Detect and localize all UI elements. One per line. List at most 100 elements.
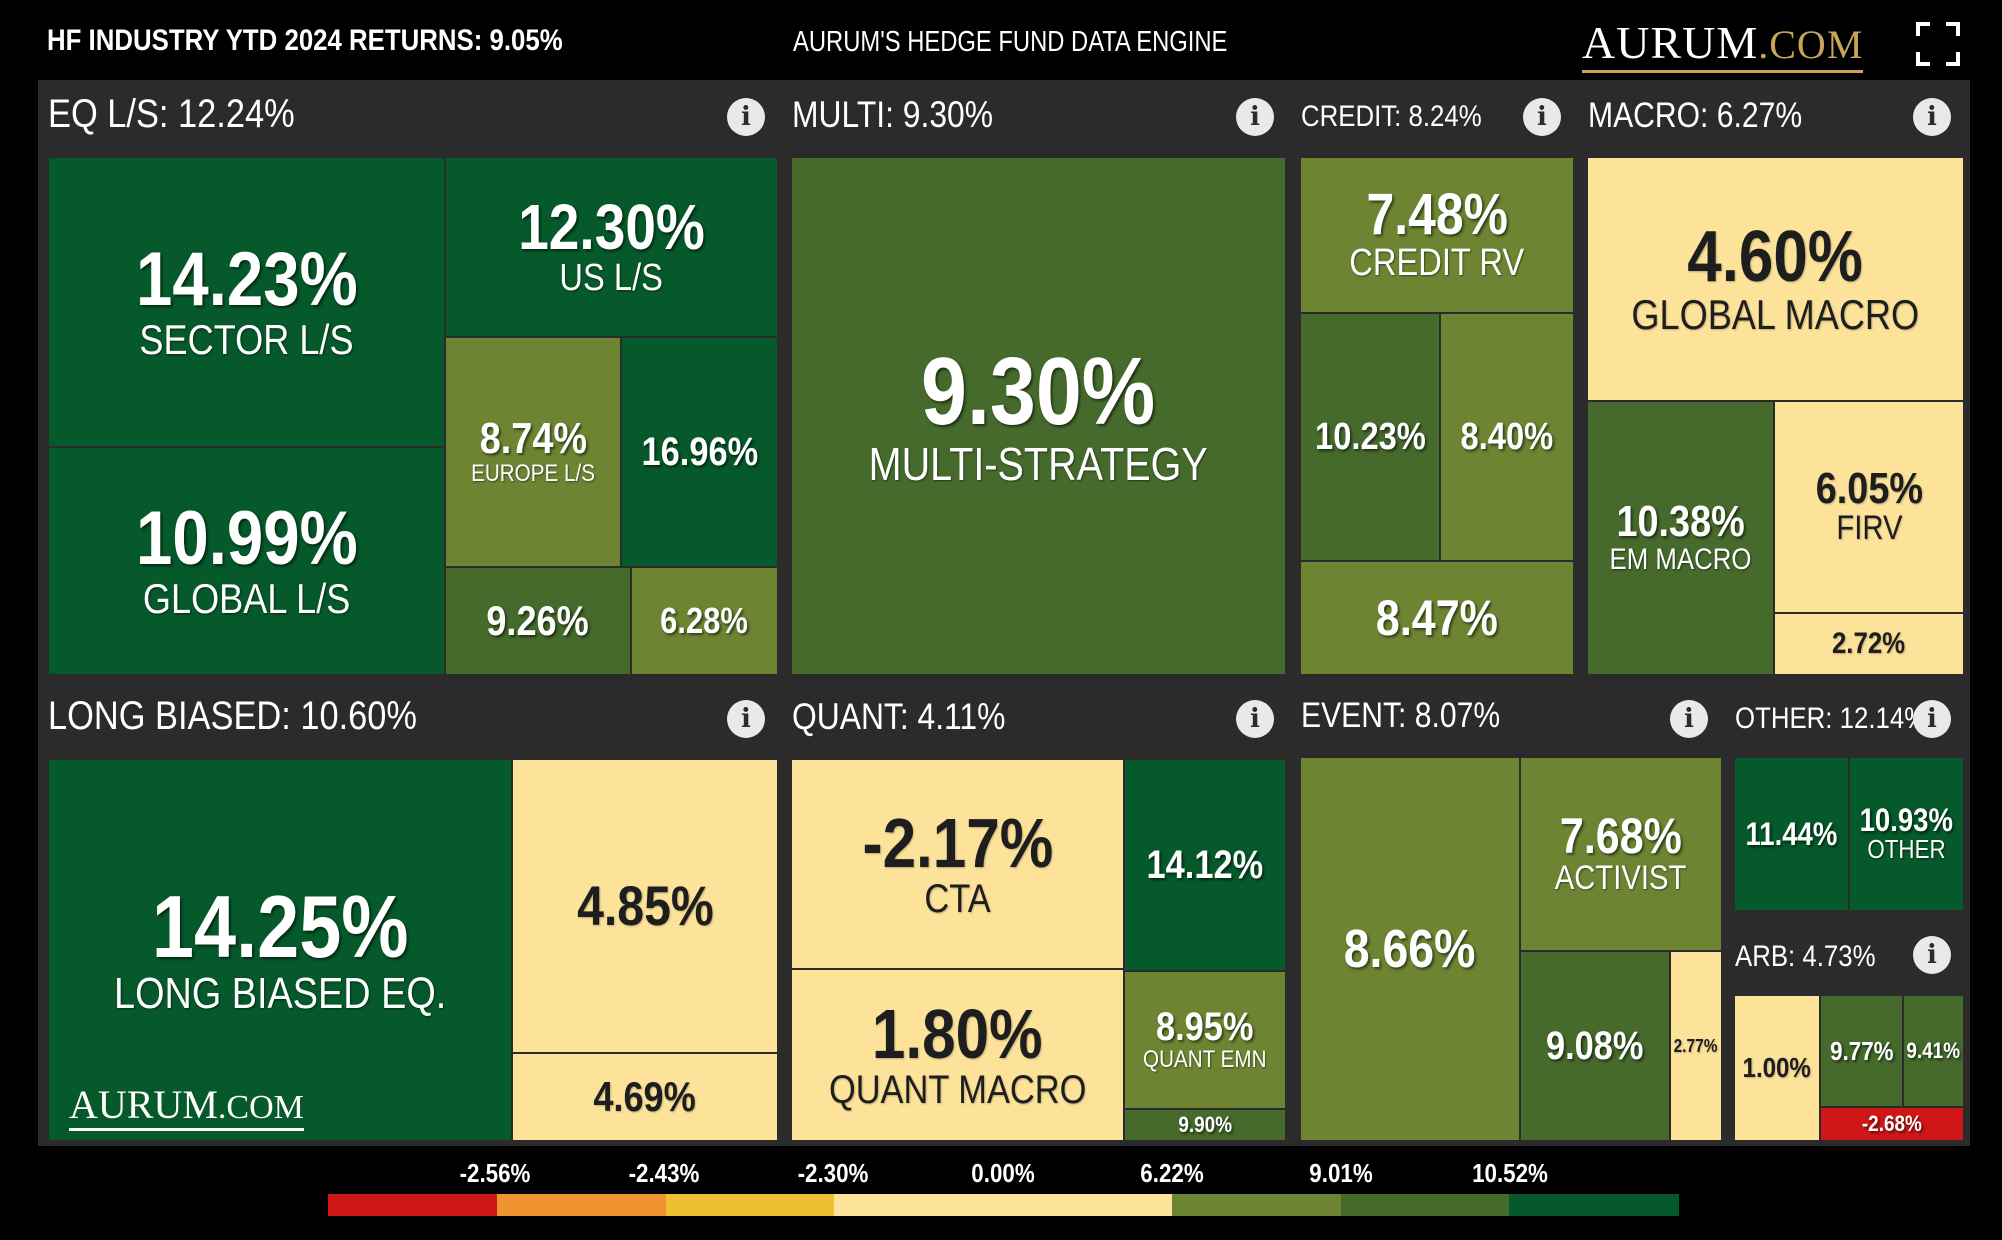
tile-label: GLOBAL MACRO [1631,290,1920,338]
watermark-domain: .COM [217,1089,304,1126]
legend-segment [1424,1194,1510,1216]
tile-value: 6.28% [660,600,749,641]
tile-quant-macro[interactable]: 1.80% QUANT MACRO [790,968,1125,1142]
logo-main: AURUM [1582,17,1759,68]
tile-global-macro[interactable]: 4.60% GLOBAL MACRO [1586,156,1965,402]
legend-segment [1087,1194,1173,1216]
legend-segment [1509,1194,1595,1216]
tile-label: CTA [924,877,991,921]
info-icon[interactable]: i [1913,98,1951,136]
tile-label: QUANT MACRO [828,1068,1087,1112]
tile-em-macro[interactable]: 10.38% EM MACRO [1586,400,1775,676]
tile-quant-other-1[interactable]: 14.12% [1123,758,1287,972]
tile-credit-rv[interactable]: 7.48% CREDIT RV [1299,156,1575,314]
tile-label: EUROPE L/S [471,460,595,488]
tile-value: 9.90% [1178,1112,1232,1137]
tile-firv[interactable]: 6.05% FIRV [1773,400,1965,614]
tile-quant-other-2[interactable]: 9.90% [1123,1108,1287,1142]
legend-threshold: 0.00% [971,1158,1035,1188]
tile-long-biased-other-1[interactable]: 4.85% [511,758,779,1054]
info-icon[interactable]: i [727,98,765,136]
tile-cta[interactable]: -2.17% CTA [790,758,1125,970]
aurum-logo[interactable]: AURUM.COM [1582,16,1864,73]
group-title-long-biased: LONG BIASED: 10.60% [48,694,418,738]
tile-event-other-2[interactable]: 9.08% [1519,950,1671,1142]
tile-event-other-1[interactable]: 8.66% [1299,756,1521,1142]
group-title-event: EVENT: 8.07% [1301,696,1501,735]
tile-arb-3[interactable]: 9.41% [1902,994,1965,1108]
legend-segment [1340,1194,1426,1216]
fullscreen-icon[interactable] [1916,22,1960,66]
tile-value: 2.77% [1674,1036,1718,1056]
engine-title: AURUM'S HEDGE FUND DATA ENGINE [793,26,1228,58]
tile-macro-other[interactable]: 2.72% [1773,612,1965,676]
tile-value: 12.30% [518,191,705,264]
tile-arb-4[interactable]: -2.68% [1819,1106,1965,1142]
tile-value: 9.26% [486,597,590,644]
group-title-other: OTHER: 12.14% [1735,702,1928,735]
info-icon[interactable]: i [1670,700,1708,738]
tile-value: 8.40% [1460,416,1554,458]
tile-value: 9.30% [921,337,1156,445]
tile-us-ls[interactable]: 12.30% US L/S [444,156,779,338]
aurum-watermark: AURUM.COM [69,1081,304,1131]
tile-multi-strategy[interactable]: 9.30% MULTI-STRATEGY [790,156,1287,676]
tile-label: GLOBAL L/S [142,574,351,622]
tile-value: 16.96% [641,430,758,474]
info-icon[interactable]: i [1913,936,1951,974]
tile-sector-ls[interactable]: 14.23% SECTOR L/S [47,156,446,448]
info-icon[interactable]: i [1523,98,1561,136]
industry-returns-label: HF INDUSTRY YTD 2024 RETURNS: 9.05% [47,24,563,57]
tile-europe-ls[interactable]: 8.74% EUROPE L/S [444,336,622,568]
group-title-multi: MULTI: 9.30% [792,94,994,135]
tile-eq-ls-other-3[interactable]: 6.28% [630,566,779,676]
tile-value: 4.60% [1687,216,1864,297]
tile-value: 10.93% [1859,802,1954,839]
tile-label: US L/S [559,257,664,300]
tile-global-ls[interactable]: 10.99% GLOBAL L/S [47,446,446,676]
tile-value: 10.99% [135,495,358,581]
info-icon[interactable]: i [727,700,765,738]
tile-arb-1[interactable]: 1.00% [1733,994,1821,1142]
tile-eq-ls-other-1[interactable]: 16.96% [620,336,779,568]
tile-value: 7.48% [1366,182,1508,248]
tile-value: 9.08% [1546,1024,1644,1068]
tile-other-2[interactable]: 10.93% OTHER [1848,756,1965,912]
tile-long-biased-eq[interactable]: 14.25% LONG BIASED EQ. AURUM.COM [47,758,513,1142]
tile-credit-other-2[interactable]: 8.40% [1439,312,1575,562]
logo-domain: .COM [1758,22,1864,67]
tile-value: 9.41% [1906,1038,1961,1063]
tile-other-1[interactable]: 11.44% [1733,756,1850,912]
tile-activist[interactable]: 7.68% ACTIVIST [1519,756,1723,952]
tile-value: 8.66% [1344,919,1476,979]
tile-eq-ls-other-2[interactable]: 9.26% [444,566,632,676]
info-icon[interactable]: i [1236,98,1274,136]
group-title-quant: QUANT: 4.11% [792,696,1006,737]
info-icon[interactable]: i [1236,700,1274,738]
tile-event-other-3[interactable]: 2.77% [1669,950,1723,1142]
tile-value: -2.17% [862,804,1053,882]
tile-value: 10.23% [1314,416,1426,458]
legend-segment [1256,1194,1341,1216]
legend-threshold: 6.22% [1140,1158,1204,1188]
legend-segment [665,1194,751,1216]
tile-value: 4.69% [593,1073,697,1120]
tile-label: CREDIT RV [1349,242,1525,285]
legend-segment [749,1194,835,1216]
legend-segment [1171,1194,1257,1216]
tile-quant-emn[interactable]: 8.95% QUANT EMN [1123,970,1287,1110]
tile-long-biased-other-2[interactable]: 4.69% [511,1052,779,1142]
group-title-credit: CREDIT: 8.24% [1301,100,1482,133]
tile-value: 1.00% [1742,1052,1812,1083]
tile-label: SECTOR L/S [139,315,354,363]
legend-segment [581,1194,666,1216]
tile-credit-other-3[interactable]: 8.47% [1299,560,1575,676]
header-bar: HF INDUSTRY YTD 2024 RETURNS: 9.05% AURU… [0,0,2002,80]
tile-arb-2[interactable]: 9.77% [1819,994,1904,1108]
info-icon[interactable]: i [1913,700,1951,738]
tile-value: 4.85% [576,874,714,937]
legend-threshold: -2.56% [459,1158,531,1188]
legend-segment [496,1194,582,1216]
tile-credit-other-1[interactable]: 10.23% [1299,312,1441,562]
group-title-macro: MACRO: 6.27% [1588,96,1803,135]
